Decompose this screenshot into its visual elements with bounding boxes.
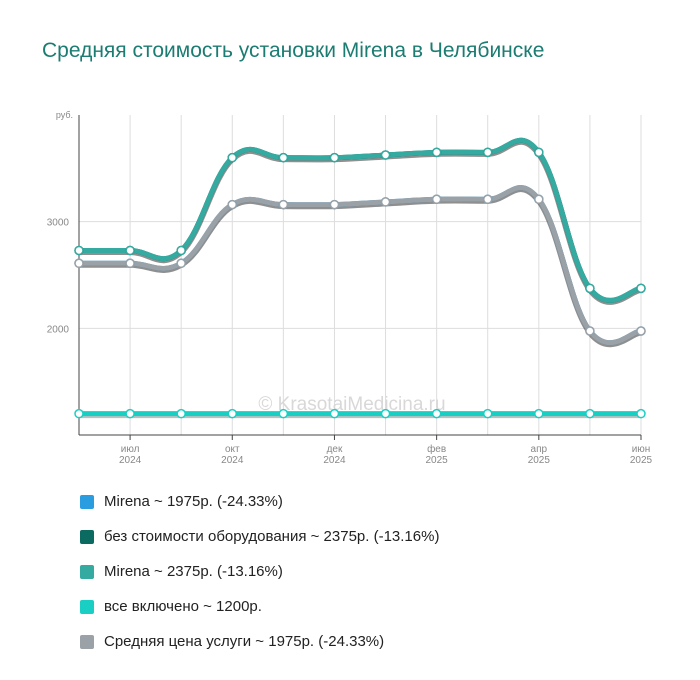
data-point[interactable] — [482, 194, 493, 205]
legend-label: Mirena ~ 2375р. (-13.16%) — [104, 563, 283, 580]
chart-title: Средняя стоимость установки Mirena в Чел… — [42, 39, 545, 62]
y-unit-label: руб. — [56, 110, 73, 120]
data-point[interactable] — [585, 283, 595, 294]
y-tick-label: 2000 — [47, 324, 70, 335]
x-tick-year: 2025 — [630, 455, 653, 466]
data-point[interactable] — [482, 408, 493, 419]
x-tick-month: апр — [531, 444, 548, 455]
data-point[interactable] — [329, 199, 340, 210]
data-point[interactable] — [74, 245, 84, 256]
legend-label: все включено ~ 1200р. — [104, 598, 262, 615]
data-point[interactable] — [636, 408, 646, 419]
data-point[interactable] — [380, 197, 391, 207]
legend-label: Mirena ~ 1975р. (-24.33%) — [104, 493, 283, 510]
data-point[interactable] — [227, 408, 238, 419]
y-tick-label: 3000 — [47, 218, 70, 229]
data-point[interactable] — [431, 147, 442, 158]
data-point[interactable] — [227, 199, 238, 210]
data-point[interactable] — [431, 408, 442, 419]
data-point[interactable] — [176, 408, 186, 419]
x-tick-year: 2024 — [323, 455, 346, 466]
x-tick-month: фев — [427, 443, 446, 455]
data-point[interactable] — [329, 408, 340, 419]
data-point[interactable] — [227, 152, 238, 163]
data-point[interactable] — [74, 408, 84, 419]
series-line-1 — [76, 185, 644, 346]
legend-item[interactable]: все включено ~ 1200р. — [80, 589, 439, 624]
data-point[interactable] — [482, 147, 493, 158]
data-point[interactable] — [278, 408, 289, 419]
data-point[interactable] — [125, 408, 135, 419]
data-point[interactable] — [125, 245, 135, 256]
legend-swatch — [80, 599, 94, 614]
data-point[interactable] — [585, 326, 595, 336]
data-point[interactable] — [636, 326, 646, 336]
data-point[interactable] — [125, 258, 135, 269]
x-tick-month: дек — [327, 444, 343, 455]
data-point[interactable] — [278, 152, 289, 163]
data-point[interactable] — [534, 147, 544, 158]
legend-swatch — [80, 634, 94, 649]
data-point[interactable] — [585, 408, 595, 419]
data-point[interactable] — [636, 283, 646, 294]
data-point[interactable] — [380, 408, 391, 419]
data-point[interactable] — [278, 199, 289, 210]
legend-item[interactable]: Средняя цена услуги ~ 1975р. (-24.33%) — [80, 624, 439, 659]
series-line-2 — [76, 137, 644, 303]
data-point[interactable] — [431, 194, 442, 205]
x-tick-year: 2024 — [221, 455, 244, 466]
legend-item[interactable]: Mirena ~ 1975р. (-24.33%) — [80, 484, 439, 519]
chart-plot: 20003000руб.июл2024окт2024дек2024фев2025… — [47, 110, 653, 466]
legend-item[interactable]: без стоимости оборудования ~ 2375р. (-13… — [80, 519, 439, 554]
legend-label: Средняя цена услуги ~ 1975р. (-24.33%) — [104, 633, 385, 650]
data-point[interactable] — [176, 245, 186, 256]
x-tick-month: июн — [632, 444, 651, 455]
x-tick-year: 2025 — [426, 455, 449, 466]
legend-item[interactable]: Mirena ~ 2375р. (-13.16%) — [80, 554, 439, 589]
axes: 20003000руб.июл2024окт2024дек2024фев2025… — [47, 110, 653, 466]
data-point[interactable] — [329, 152, 340, 163]
legend-label: без стоимости оборудования ~ 2375р. (-13… — [104, 528, 440, 545]
x-tick-year: 2025 — [528, 455, 551, 466]
data-point[interactable] — [74, 258, 84, 269]
series-points — [74, 147, 646, 419]
data-point[interactable] — [380, 150, 391, 160]
series-line-5 — [76, 185, 644, 346]
legend-swatch — [80, 564, 94, 579]
series-line-3 — [76, 137, 644, 303]
series-lines — [76, 137, 644, 419]
grid — [78, 115, 642, 435]
data-point[interactable] — [534, 194, 544, 205]
legend-swatch — [80, 494, 94, 509]
x-tick-month: июл — [121, 444, 140, 455]
legend-swatch — [80, 529, 94, 544]
watermark: © KrasotaiMedicina.ru — [258, 394, 445, 415]
data-point[interactable] — [534, 408, 544, 419]
x-tick-month: окт — [225, 444, 240, 455]
x-tick-year: 2024 — [119, 455, 142, 466]
data-point[interactable] — [176, 258, 186, 269]
legend: Mirena ~ 1975р. (-24.33%) без стоимости о… — [80, 484, 439, 659]
